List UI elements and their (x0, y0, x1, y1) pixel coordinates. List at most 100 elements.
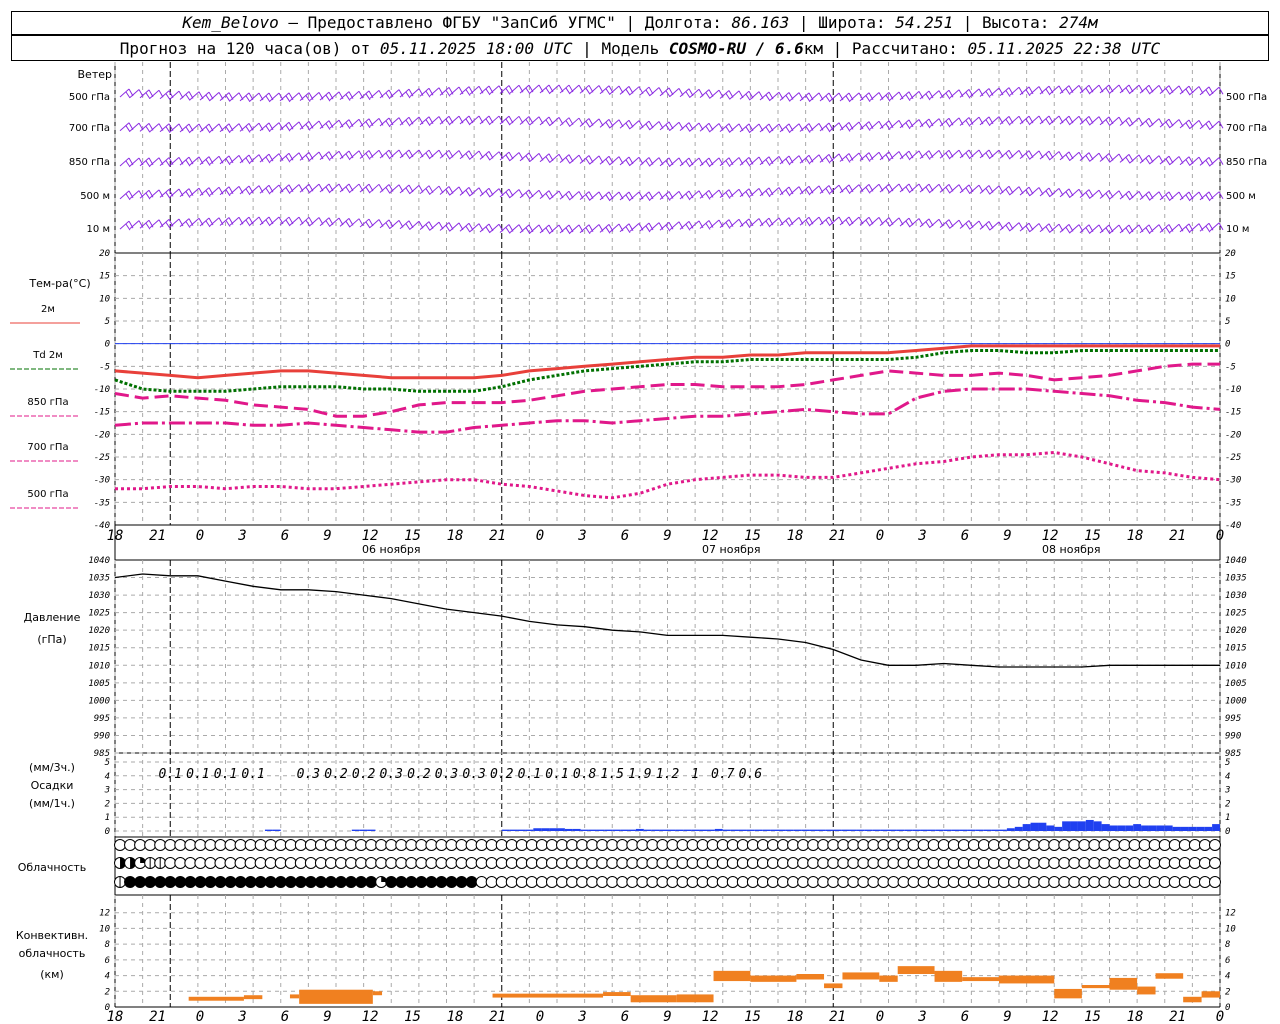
wind-barb-staff (189, 217, 200, 227)
wind-barb-flag (625, 159, 631, 167)
wind-barb-staff (249, 154, 260, 163)
cloud-circle (987, 857, 1000, 869)
wind-barb-flag (205, 126, 211, 134)
precip-bar (762, 829, 771, 831)
cloud-circle (385, 857, 398, 869)
x-tick-label-top: 15 (744, 528, 761, 544)
cloud-circle (1168, 876, 1181, 888)
station-name: Kem_Belovo (182, 13, 279, 32)
wind-barb-staff (439, 87, 450, 96)
wind-barb-staff (489, 188, 500, 198)
wind-level-label-right: 500 м (1226, 191, 1256, 202)
cloud-symbol (847, 839, 860, 851)
init-time: 05.11.2025 18:00 UTC (379, 39, 573, 58)
wind-barb-flag (585, 121, 591, 128)
x-tick-label-top: 18 (787, 528, 804, 544)
cloud-circle (797, 857, 810, 869)
cloud-circle (525, 857, 538, 869)
wind-barb-staff (949, 149, 960, 159)
x-tick-label-bottom: 18 (107, 1009, 124, 1024)
cloud-symbol (1128, 876, 1141, 888)
temp-tick-left: -15 (94, 408, 110, 418)
wind-barb-staff (539, 153, 550, 163)
wind-barb-staff (819, 92, 830, 102)
cloud-circle (566, 839, 579, 851)
cloud-symbol (1188, 857, 1201, 869)
cloud-circle (1038, 876, 1051, 888)
wind-barb (739, 188, 754, 199)
cloud-circle (636, 839, 649, 851)
cloud-circle (505, 876, 518, 888)
wind-barb-staff (299, 216, 310, 226)
press-tick-right: 1020 (1225, 626, 1247, 636)
wind-barb-staff (1089, 84, 1100, 94)
wind-barb-staff (799, 154, 810, 164)
wind-barb-staff (999, 116, 1010, 125)
wind-barb-flag (425, 152, 431, 160)
wind-barb-flag (605, 88, 611, 96)
wind-barb-staff (259, 92, 270, 102)
wind-barb (899, 119, 914, 130)
wind-barb-staff (519, 116, 530, 125)
wind-barb-flag (565, 120, 571, 127)
wind-barb-staff (1099, 116, 1110, 126)
cloud-symbol (626, 876, 639, 888)
wind-barb-staff (359, 118, 370, 128)
temp-legend-label: 850 гПа (27, 397, 68, 408)
precip-bar (557, 828, 565, 831)
wind-barb-staff (139, 122, 150, 132)
wind-barb (239, 154, 254, 165)
wind-barb-staff (749, 123, 760, 133)
wind-barb-staff (159, 219, 170, 228)
wind-barb-staff (349, 150, 360, 160)
precip-bar (620, 829, 629, 831)
cloud-circle (204, 857, 217, 869)
conv-tick-left: 0 (105, 1003, 110, 1013)
press-tick-left: 1040 (88, 556, 110, 566)
wind-barb-flag (225, 95, 231, 102)
cloud-symbol (807, 839, 820, 851)
wind-barb-staff (1129, 117, 1140, 127)
wind-barb-flag (585, 158, 591, 165)
wind-barb-staff (609, 119, 620, 129)
cloud-circle (1088, 839, 1101, 851)
wind-barb-staff (139, 219, 150, 229)
press-tick-right: 985 (1225, 749, 1241, 759)
wind-barb-staff (629, 223, 640, 232)
cloud-circle (576, 876, 589, 888)
wind-barb-flag (785, 189, 791, 197)
conv-cloud-bar (676, 994, 714, 1003)
cloud-symbol (917, 857, 930, 869)
conv-title-1: Конвективн. (16, 929, 88, 942)
wind-barb-staff (1169, 156, 1180, 165)
wind-barb-staff (769, 217, 780, 227)
cloud-circle (1188, 857, 1201, 869)
wind-barb-staff (479, 85, 490, 95)
cloud-symbol (214, 839, 227, 851)
wind-barb-staff (199, 91, 210, 101)
wind-barb-flag (365, 153, 371, 160)
wind-barb-staff (1189, 223, 1200, 232)
wind-barb-staff (529, 224, 540, 234)
wind-barb-staff (439, 186, 450, 195)
wind-barb-flag (785, 158, 791, 166)
wind-barb-flag (605, 159, 611, 166)
cloud-circle (656, 876, 669, 888)
conv-tick-left: 4 (105, 972, 110, 982)
precip-bar (1204, 826, 1213, 831)
wind-barb-staff (449, 222, 460, 232)
cloud-circle (1018, 839, 1031, 851)
cloud-symbol (716, 876, 729, 888)
cloud-symbol (264, 876, 277, 888)
wind-barb-staff (529, 84, 540, 94)
wind-barb-staff (229, 92, 240, 102)
wind-barb-staff (189, 123, 200, 133)
cloud-circle (455, 876, 468, 888)
day-label: 08 ноября (1042, 543, 1100, 556)
cloud-circle (927, 857, 940, 869)
cloud-circle (666, 876, 679, 888)
cloud-circle (676, 839, 689, 851)
wind-barb-flag (1085, 119, 1091, 126)
wind-barb-staff (519, 152, 530, 162)
cloud-symbol (596, 839, 609, 851)
